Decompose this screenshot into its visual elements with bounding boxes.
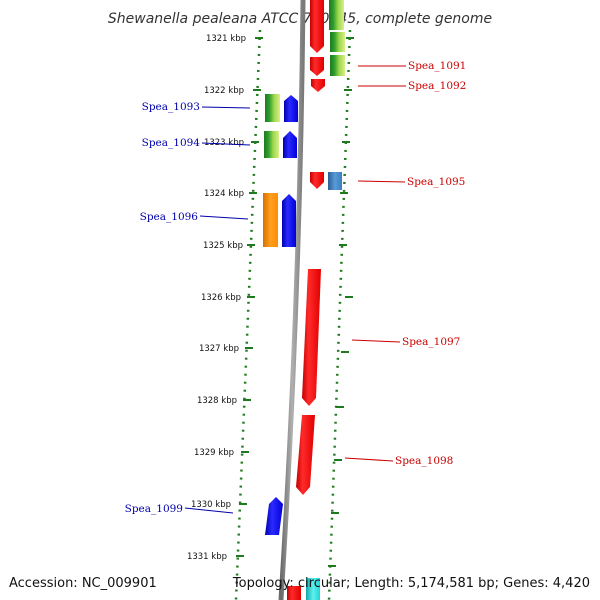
- tick-1331: 1331 kbp: [187, 552, 336, 567]
- gene-spea-1097-shape[interactable]: [302, 269, 321, 406]
- accession-text: Accession: NC_009901: [9, 576, 157, 591]
- gene-spea-1096-shape[interactable]: [282, 194, 296, 247]
- tick-1329: 1329 kbp: [194, 448, 342, 461]
- genome-summary-text: Topology: circular; Length: 5,174,581 bp…: [232, 576, 590, 591]
- category-bar: [264, 131, 279, 158]
- genome-backbone: [278, 0, 306, 600]
- tick-track-right: [327, 29, 352, 600]
- tick-1328: 1328 kbp: [197, 396, 344, 408]
- gene-label-spea-1094[interactable]: Spea_1094: [142, 137, 201, 149]
- category-track-right: [306, 0, 345, 600]
- tick-track-left: [234, 29, 262, 600]
- tick-1322: 1322 kbp: [204, 86, 352, 96]
- gene-spea-1095-shape[interactable]: [310, 172, 324, 189]
- gene-label-spea-1092[interactable]: Spea_1092: [408, 80, 466, 92]
- tick-label: 1322 kbp: [204, 86, 244, 96]
- tick-label: 1327 kbp: [199, 344, 239, 354]
- tick-1325: 1325 kbp: [203, 241, 347, 251]
- category-bar: [306, 578, 320, 600]
- tick-1323: 1323 kbp: [204, 138, 350, 148]
- gene-label-spea-1091[interactable]: Spea_1091: [408, 60, 466, 72]
- category-bar: [330, 32, 345, 52]
- gene-spea-1092-shape[interactable]: [311, 79, 325, 92]
- tick-label: 1330 kbp: [191, 500, 231, 510]
- tick-label: 1329 kbp: [194, 448, 234, 458]
- gene-spea-1091-shape[interactable]: [310, 0, 324, 76]
- category-bar: [329, 0, 344, 30]
- tick-label: 1323 kbp: [204, 138, 244, 148]
- category-bar: [330, 55, 345, 76]
- gene-spea-1093-shape[interactable]: [284, 95, 298, 122]
- gene-spea-1099-shape[interactable]: [265, 497, 283, 535]
- gene-label-spea-1093[interactable]: Spea_1093: [142, 101, 200, 113]
- scale-ticks: 1321 kbp 1322 kbp 1323 kbp 1324 kbp 1325: [187, 34, 354, 567]
- gene-label-leaders: [184, 65, 406, 514]
- tick-1321: 1321 kbp: [206, 34, 354, 44]
- category-bar: [263, 193, 278, 247]
- category-bar: [265, 94, 280, 122]
- tick-1324: 1324 kbp: [204, 189, 348, 199]
- gene-label-spea-1097[interactable]: Spea_1097: [402, 336, 460, 348]
- category-track-left: [263, 94, 280, 247]
- tick-1327: 1327 kbp: [199, 344, 349, 354]
- tick-label: 1326 kbp: [201, 293, 241, 303]
- tick-1326: 1326 kbp: [201, 293, 353, 303]
- tick-label: 1324 kbp: [204, 189, 244, 199]
- gene-spea-1094-shape[interactable]: [283, 131, 297, 158]
- gene-label-spea-1095[interactable]: Spea_1095: [407, 176, 465, 188]
- gene-spea-1098-shape[interactable]: [296, 415, 315, 495]
- gene-label-spea-1099[interactable]: Spea_1099: [125, 503, 183, 515]
- gene-label-spea-1096[interactable]: Spea_1096: [140, 211, 199, 223]
- map-title: Shewanella pealeana ATCC 700345, complet…: [108, 11, 492, 27]
- gene-bottom-red-shape: [287, 586, 301, 600]
- tick-label: 1331 kbp: [187, 552, 227, 562]
- gene-label-spea-1098[interactable]: Spea_1098: [395, 455, 453, 467]
- tick-label: 1328 kbp: [197, 396, 237, 406]
- tick-1330: 1330 kbp: [191, 500, 339, 514]
- tick-label: 1325 kbp: [203, 241, 243, 251]
- tick-label: 1321 kbp: [206, 34, 246, 44]
- category-bar: [328, 172, 342, 190]
